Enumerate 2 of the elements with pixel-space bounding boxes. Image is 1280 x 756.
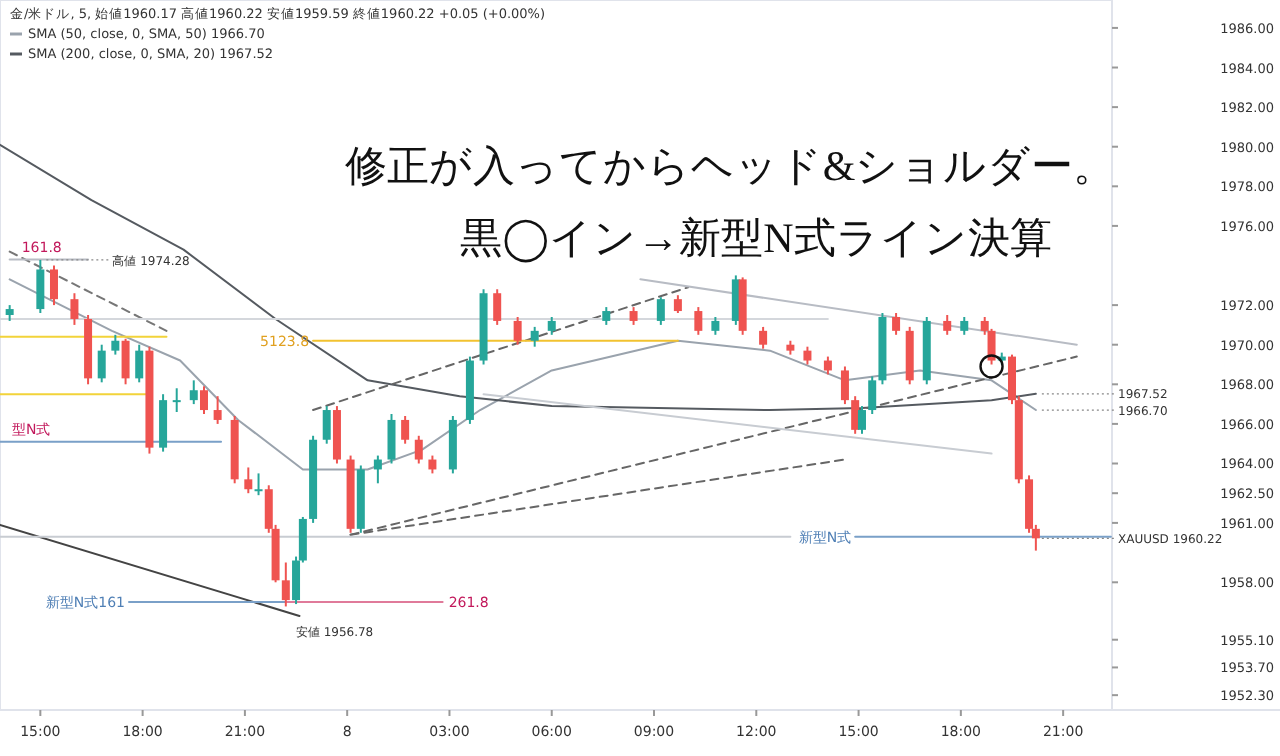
text: 修正が入ってからヘッド&ショルダー。	[344, 142, 1116, 190]
text: 黒◯イン→新型N式ライン決算	[460, 214, 1052, 264]
